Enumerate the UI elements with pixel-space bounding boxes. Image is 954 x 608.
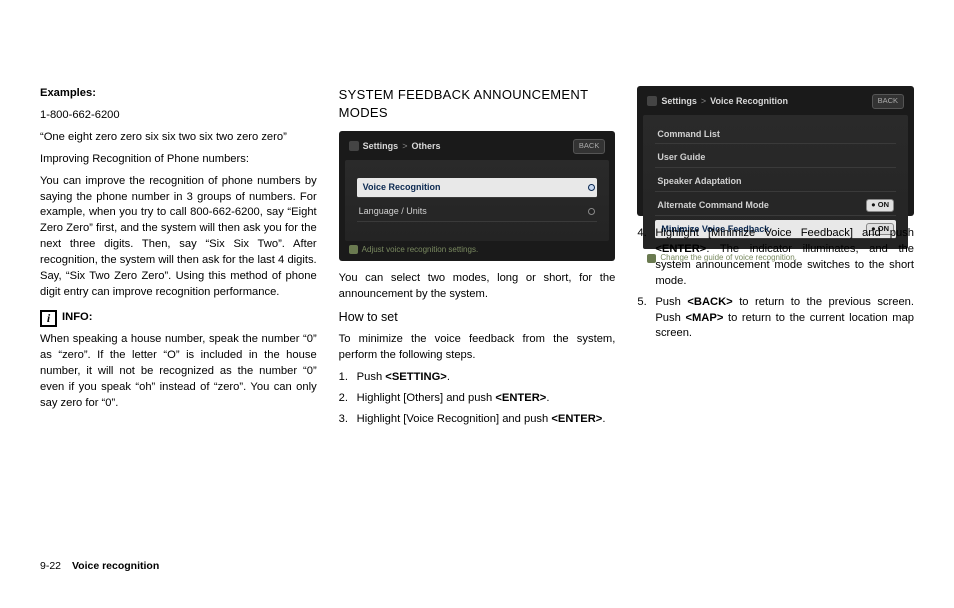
info-body: When speaking a house number, speak the … <box>40 332 317 412</box>
breadcrumb-others: Others <box>411 140 440 153</box>
ss-header-2: Settings > Voice Recognition BACK <box>643 92 908 115</box>
step-2: 2. Highlight [Others] and push <ENTER>. <box>339 391 616 407</box>
column-2: SYSTEM FEEDBACK ANNOUNCEMENT MODES Setti… <box>339 86 616 556</box>
breadcrumb-settings-2: Settings <box>661 95 697 108</box>
menu-item-command-list[interactable]: Command List <box>655 125 896 145</box>
info-label: INFO: <box>62 310 92 326</box>
modes-intro: You can select two modes, long or short,… <box>339 271 616 303</box>
back-button[interactable]: BACK <box>573 139 605 154</box>
improving-body: You can improve the recognition of phone… <box>40 174 317 301</box>
column-1: Examples: 1-800-662-6200 “One eight zero… <box>40 86 317 556</box>
column-3: Settings > Voice Recognition BACK Comman… <box>637 86 914 556</box>
ss-footer: Adjust voice recognition settings. <box>345 241 610 255</box>
howto-heading: How to set <box>339 309 616 327</box>
settings-others-screenshot: Settings > Others BACK Voice Recognition… <box>339 131 616 261</box>
menu-item-alt-command[interactable]: Alternate Command Mode ON <box>655 196 896 216</box>
toggle-on-icon[interactable]: ON <box>866 199 894 212</box>
step-4: 4. Highlight [Minimize Voice Feedback] a… <box>637 226 914 290</box>
settings-voice-screenshot: Settings > Voice Recognition BACK Comman… <box>637 86 914 216</box>
info-callout: i INFO: <box>40 310 317 327</box>
phone-example: 1-800-662-6200 <box>40 108 317 124</box>
menu-item-speaker-adaptation[interactable]: Speaker Adaptation <box>655 172 896 192</box>
page-columns: Examples: 1-800-662-6200 “One eight zero… <box>40 86 914 556</box>
settings-icon <box>349 141 359 151</box>
breadcrumb-voice: Voice Recognition <box>710 95 788 108</box>
examples-label: Examples: <box>40 87 96 99</box>
info-icon: i <box>40 310 57 327</box>
howto-intro: To minimize the voice feedback from the … <box>339 332 616 364</box>
improving-title: Improving Recognition of Phone numbers: <box>40 152 317 168</box>
step-3: 3. Highlight [Voice Recognition] and pus… <box>339 412 616 428</box>
page-footer: 9-22 Voice recognition <box>40 560 159 572</box>
section-name: Voice recognition <box>72 560 159 572</box>
phone-spoken: “One eight zero zero six six two six two… <box>40 130 317 146</box>
settings-icon <box>647 96 657 106</box>
menu-item-voice-recognition[interactable]: Voice Recognition <box>357 178 598 198</box>
section-heading: SYSTEM FEEDBACK ANNOUNCEMENT MODES <box>339 86 616 123</box>
menu-item-user-guide[interactable]: User Guide <box>655 148 896 168</box>
step-1: 1. Push <SETTING>. <box>339 370 616 386</box>
page-number: 9-22 <box>40 560 61 572</box>
back-button-2[interactable]: BACK <box>872 94 904 109</box>
ss-body: Voice Recognition Language / Units <box>345 160 610 241</box>
hint-icon <box>349 245 358 254</box>
breadcrumb-settings: Settings <box>363 140 399 153</box>
ss-header: Settings > Others BACK <box>345 137 610 160</box>
step-5: 5. Push <BACK> to return to the previous… <box>637 295 914 343</box>
menu-item-language-units[interactable]: Language / Units <box>357 202 598 222</box>
